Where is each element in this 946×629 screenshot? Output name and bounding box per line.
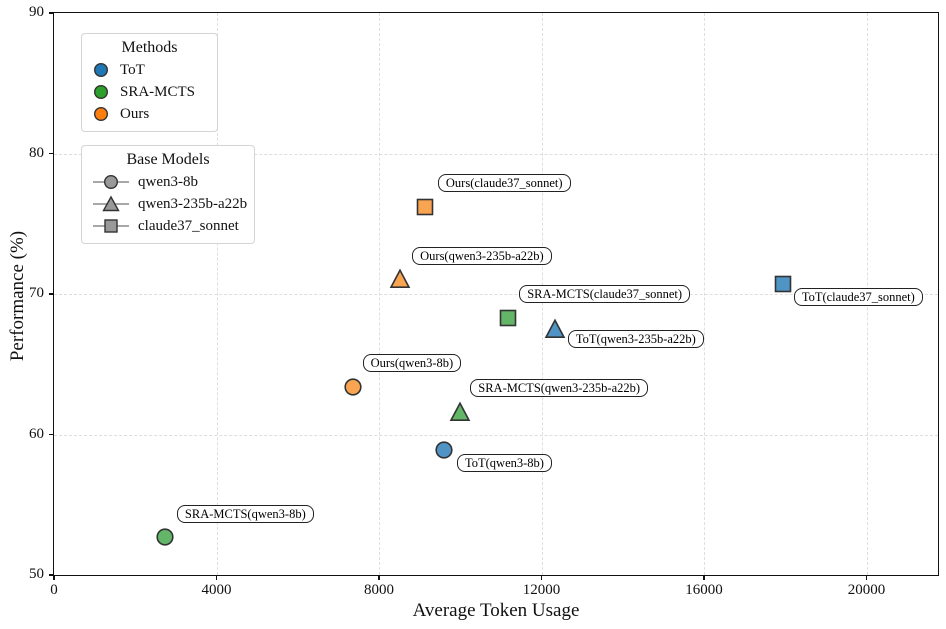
legend-item-tot: ToT xyxy=(92,59,207,81)
legend-item-qwen3-8b: qwen3-8b xyxy=(92,171,244,193)
legend-item-label: claude37_sonnet xyxy=(138,217,239,234)
point-label: ToT(qwen3-235b-a22b) xyxy=(567,330,704,349)
legend-item-sra-mcts: SRA-MCTS xyxy=(92,81,207,103)
point-label: SRA-MCTS(qwen3-8b) xyxy=(176,505,314,524)
grid-line-horizontal xyxy=(54,153,938,155)
legend-base-models-title: Base Models xyxy=(126,151,210,168)
legend-item-label: SRA-MCTS xyxy=(120,83,196,100)
point-label: Ours(qwen3-8b) xyxy=(362,353,462,372)
x-tick-label: 12000 xyxy=(522,582,561,598)
y-tick-label: 70 xyxy=(29,285,44,301)
y-tick-mark xyxy=(49,12,54,14)
y-tick-mark xyxy=(49,152,54,155)
y-tick-mark xyxy=(49,293,54,295)
data-point-ours-qwen3-235b-a22b xyxy=(389,268,411,295)
legend-item-label: qwen3-235b-a22b xyxy=(138,195,248,212)
legend-item-label: qwen3-8b xyxy=(138,173,198,190)
sra-mcts-circle-icon xyxy=(92,84,110,100)
tot-circle-icon xyxy=(92,62,110,78)
x-tick-label: 0 xyxy=(50,582,58,598)
point-label: SRA-MCTS(claude37_sonnet) xyxy=(519,284,691,303)
legend-item-label: ToT xyxy=(120,61,145,78)
x-tick-mark xyxy=(53,575,55,580)
legend-item-label: Ours xyxy=(120,105,150,122)
x-tick-mark xyxy=(703,575,705,580)
ours-circle-icon xyxy=(92,106,110,122)
qwen3-235b-a22b-triangle-icon xyxy=(92,195,130,213)
qwen3-8b-circle-icon xyxy=(92,173,130,191)
legend-item-claude37-sonnet: claude37_sonnet xyxy=(92,215,244,237)
point-label: Ours(claude37_sonnet) xyxy=(437,173,571,192)
x-tick-mark xyxy=(378,575,380,580)
x-tick-label: 8000 xyxy=(364,582,394,598)
claude37-sonnet-square-icon xyxy=(92,217,130,235)
legend-item-qwen3-235b-a22b: qwen3-235b-a22b xyxy=(92,193,248,215)
x-tick-label: 20000 xyxy=(847,582,886,598)
x-tick-label: 4000 xyxy=(201,582,232,598)
grid-line-horizontal xyxy=(54,294,938,295)
data-point-tot-qwen3-235b-a22b xyxy=(544,318,566,345)
point-label: SRA-MCTS(qwen3-235b-a22b) xyxy=(470,379,649,398)
y-tick-mark xyxy=(49,574,54,576)
data-point-sra-mcts-qwen3-8b xyxy=(154,526,176,553)
legend-methods-title: Methods xyxy=(121,39,178,56)
point-label: ToT(claude37_sonnet) xyxy=(793,288,923,307)
legend-methods: Methods ToT SRA-MCTS Ours xyxy=(81,33,218,132)
x-tick-mark xyxy=(540,575,543,580)
y-tick-label: 80 xyxy=(29,144,44,161)
x-tick-mark xyxy=(865,575,868,580)
y-tick-label: 60 xyxy=(29,425,44,442)
x-tick-mark xyxy=(215,575,218,580)
data-point-ours-qwen3-8b xyxy=(342,376,364,403)
y-tick-label: 50 xyxy=(29,566,44,582)
data-point-sra-mcts-claude37-sonnet xyxy=(497,307,519,334)
y-tick-mark xyxy=(49,433,54,436)
point-label: ToT(qwen3-8b) xyxy=(457,453,552,472)
x-axis-label: Average Token Usage xyxy=(412,600,580,621)
data-point-ours-claude37-sonnet xyxy=(414,196,436,223)
data-point-tot-qwen3-8b xyxy=(433,439,455,466)
data-point-tot-claude37-sonnet xyxy=(772,273,794,300)
point-label: Ours(qwen3-235b-a22b) xyxy=(412,246,552,265)
legend-base-models: Base Models qwen3-8b qwen3-235b-a22b xyxy=(81,145,255,244)
data-point-sra-mcts-qwen3-235b-a22b xyxy=(449,401,471,428)
x-tick-label: 16000 xyxy=(685,582,723,598)
legend-item-ours: Ours xyxy=(92,103,207,125)
y-tick-label: 90 xyxy=(29,4,44,20)
grid-line-horizontal xyxy=(54,434,938,436)
